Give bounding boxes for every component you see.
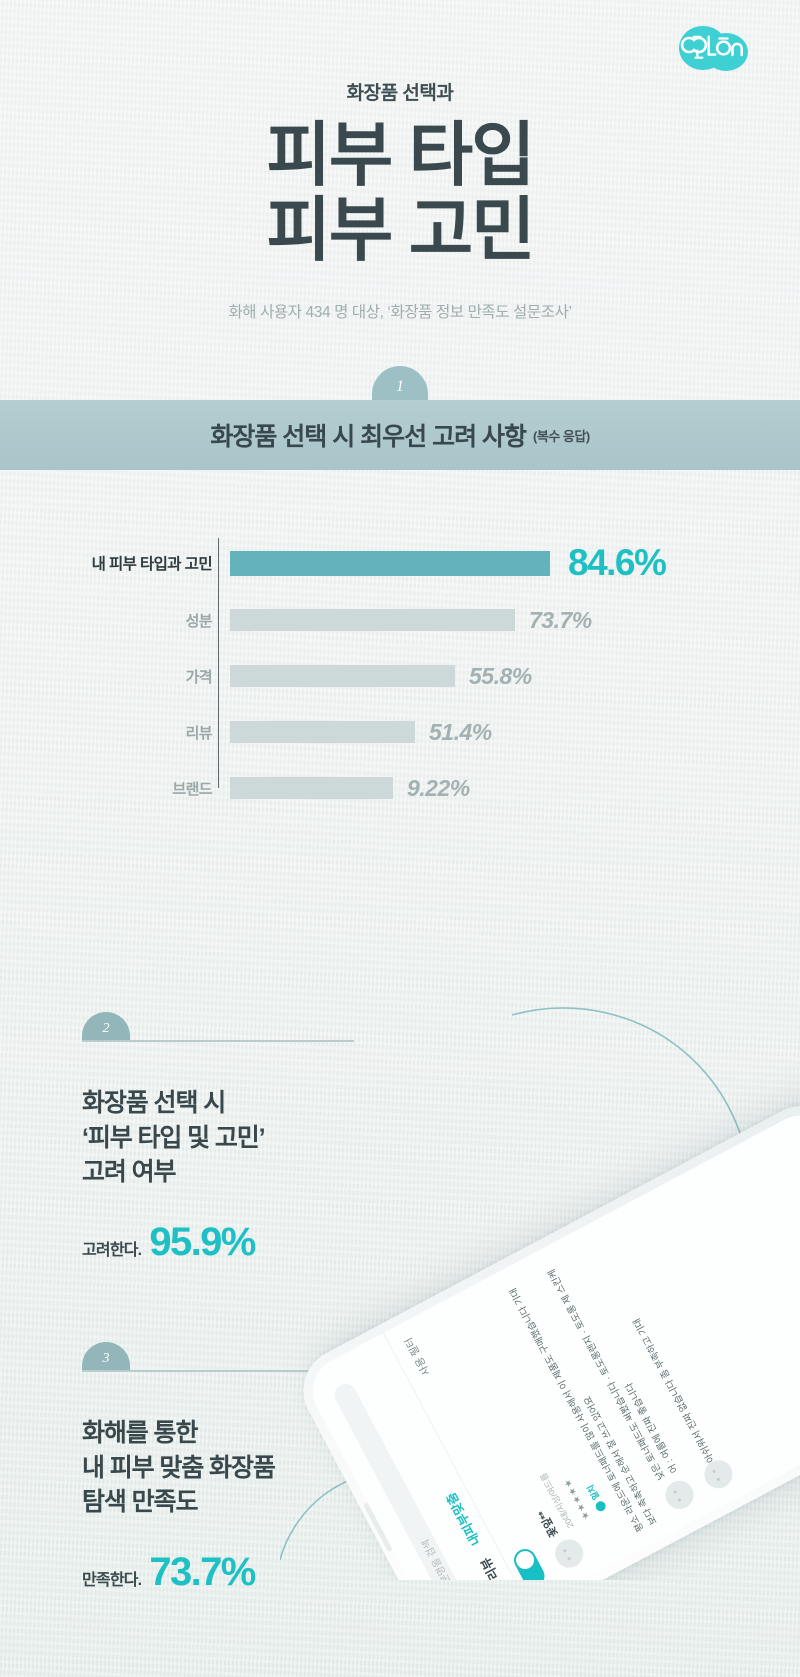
bar-category-label: 성분 <box>185 612 213 630</box>
bar-value-label: 84.6% <box>568 542 667 583</box>
section-1-band: 화장품 선택 시 최우선 고려 사항 (복수 응답) <box>0 400 800 470</box>
section-1-title: 화장품 선택 시 최우선 고려 사항 <box>210 423 527 451</box>
hero-title-line-1: 피부 타입 <box>266 116 535 194</box>
table-row: 리뷰 51.4% <box>0 717 800 747</box>
table-row: 성분 73.7% <box>0 605 800 635</box>
match-badge-label: 일치 <box>585 1483 602 1502</box>
section-2-title: 화장품 선택 시 ‘피부 타입 및 고민’ 고려 여부 <box>82 1089 266 1186</box>
avatar <box>550 1534 589 1573</box>
bar-fill <box>230 721 415 743</box>
section-2-stat-label: 고려한다. <box>82 1241 142 1259</box>
bar-fill <box>230 550 550 576</box>
step-badge-2: 2 <box>82 1012 130 1040</box>
hero-subtitle: 화해 사용자 434 명 대상, ‘화장품 정보 만족도 설문조사’ <box>228 304 572 322</box>
match-badge: 일치 <box>584 1483 608 1514</box>
bar-chart: 내 피부 타입과 고민 84.6% 성분 73.7% 가격 55.8% 리뷰 5… <box>0 520 800 820</box>
section-3-stat-value: 73.7% <box>149 1549 256 1594</box>
step-badge-3: 3 <box>82 1342 130 1370</box>
section-3-stat-label: 만족한다. <box>82 1571 142 1589</box>
section-3-rule <box>82 1370 354 1372</box>
bar-category-label: 리뷰 <box>185 724 213 742</box>
hero-title-group: & 피부 타입 피부 고민 <box>266 116 535 269</box>
avatar <box>661 1475 699 1514</box>
step-badge-2-number: 2 <box>102 1021 110 1036</box>
logo-blob-shape <box>679 26 748 71</box>
step-badge-3-number: 3 <box>102 1351 110 1366</box>
hero-eyebrow: 화장품 선택과 <box>346 83 454 104</box>
bar-category-label: 브랜드 <box>172 780 212 798</box>
review-meta: 꽃잎** 20대/지성/여드름 ★★★★★ 일치 <box>518 1452 612 1541</box>
section-2-rule <box>82 1040 354 1042</box>
section-1-note: (복수 응답) <box>533 428 590 444</box>
bar-category-label: 내 피부 타입과 고민 <box>91 556 213 573</box>
section-3-header: 3 <box>82 1342 354 1372</box>
bar-value-label: 51.4% <box>429 718 492 745</box>
table-row: 내 피부 타입과 고민 84.6% <box>0 542 800 583</box>
section-2: 2 화장품 선택 시 ‘피부 타입 및 고민’ 고려 여부 고려한다. 95.9… <box>82 1012 354 1265</box>
bar-fill <box>230 777 393 799</box>
bar-category-label: 가격 <box>185 668 213 686</box>
hwahae-logo[interactable] <box>676 22 750 74</box>
section-3-title: 화해를 통한 내 피부 맞춤 화장품 탐색 만족도 <box>82 1419 276 1516</box>
bar-value-label: 9.22% <box>407 774 470 801</box>
bar-value-label: 73.7% <box>529 606 592 633</box>
section-3: 3 화해를 통한 내 피부 맞춤 화장품 탐색 만족도 만족한다. 73.7% <box>82 1342 354 1595</box>
step-badge-1: 1 <box>372 366 428 400</box>
table-row: 가격 55.8% <box>0 661 800 691</box>
section-2-header: 2 <box>82 1012 354 1042</box>
bar-value-label: 55.8% <box>469 662 532 689</box>
filter-label[interactable]: 사용 필터 <box>402 1335 433 1378</box>
hero-title-line-2: 피부 고민 <box>266 190 535 269</box>
section-3-stat: 만족한다. 73.7% <box>82 1550 354 1595</box>
section-2-stat: 고려한다. 95.9% <box>82 1220 354 1265</box>
section-2-stat-value: 95.9% <box>149 1219 256 1264</box>
table-row: 브랜드 9.22% <box>0 773 800 803</box>
logo-wordmark <box>680 35 743 59</box>
custom-filter-toggle[interactable] <box>510 1545 549 1580</box>
hero-section: 화장품 선택과 & 피부 타입 피부 고민 화해 사용자 434 명 대상, ‘… <box>0 78 800 322</box>
phone-illustration: ← 성분명을 검색 제품 리뷰 내피부맞춤 사용 필터 꽃잎** <box>280 960 800 1580</box>
step-badge-1-number: 1 <box>396 378 404 395</box>
bar-fill <box>230 665 455 687</box>
bar-fill <box>230 609 515 631</box>
chart-axis-line <box>218 538 219 788</box>
